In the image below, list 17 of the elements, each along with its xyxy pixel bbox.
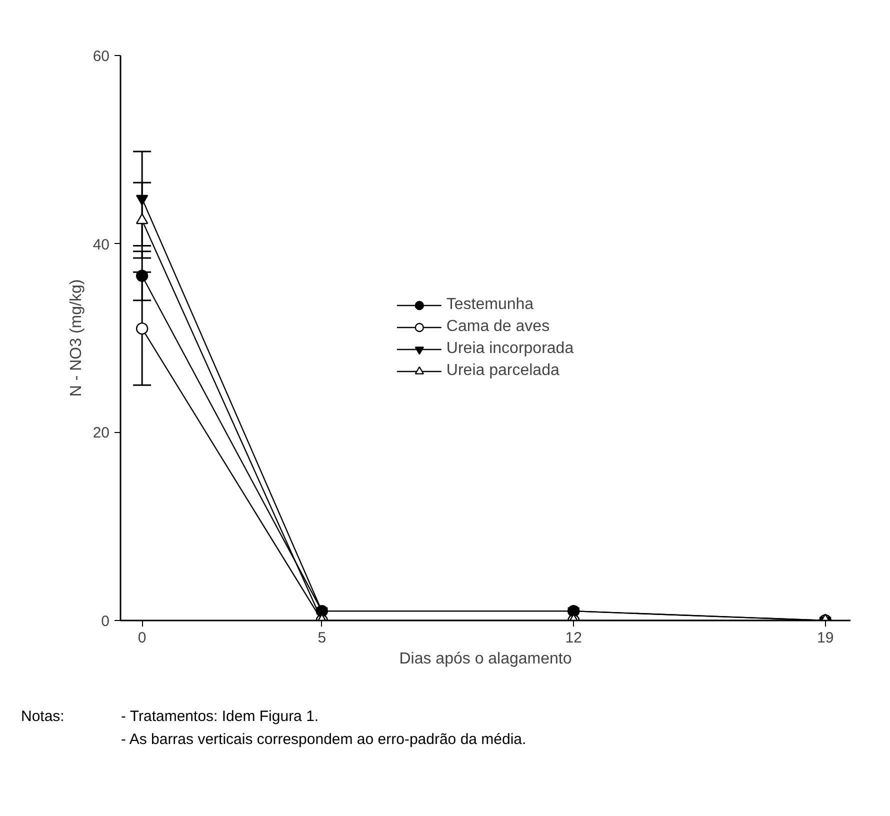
x-tick-label: 5 [318,630,326,646]
y-tick-label: 60 [92,48,110,65]
legend-label: Cama de aves [446,318,550,336]
y-axis-title: N - NO3 (mg/kg) [68,279,85,397]
x-tick-label: 19 [816,630,834,646]
y-tick-label: 0 [101,613,110,630]
x-tick-label: 12 [565,630,582,646]
legend-label: Ureia parcelada [446,362,560,380]
y-tick-label: 20 [92,424,110,442]
x-tick-label: 0 [138,630,146,646]
text: - Tratamentos: Idem Figura 1. [120,707,320,727]
legend-label: Ureia incorporada [446,340,574,358]
legend-label: Testemunha [446,296,534,314]
text: Notas: [20,707,66,727]
y-tick-label: 40 [92,236,110,254]
x-axis-title: Dias após o alagamento [399,650,572,668]
text: - As barras verticais correspondem ao erro-padrão da média. [120,730,528,750]
